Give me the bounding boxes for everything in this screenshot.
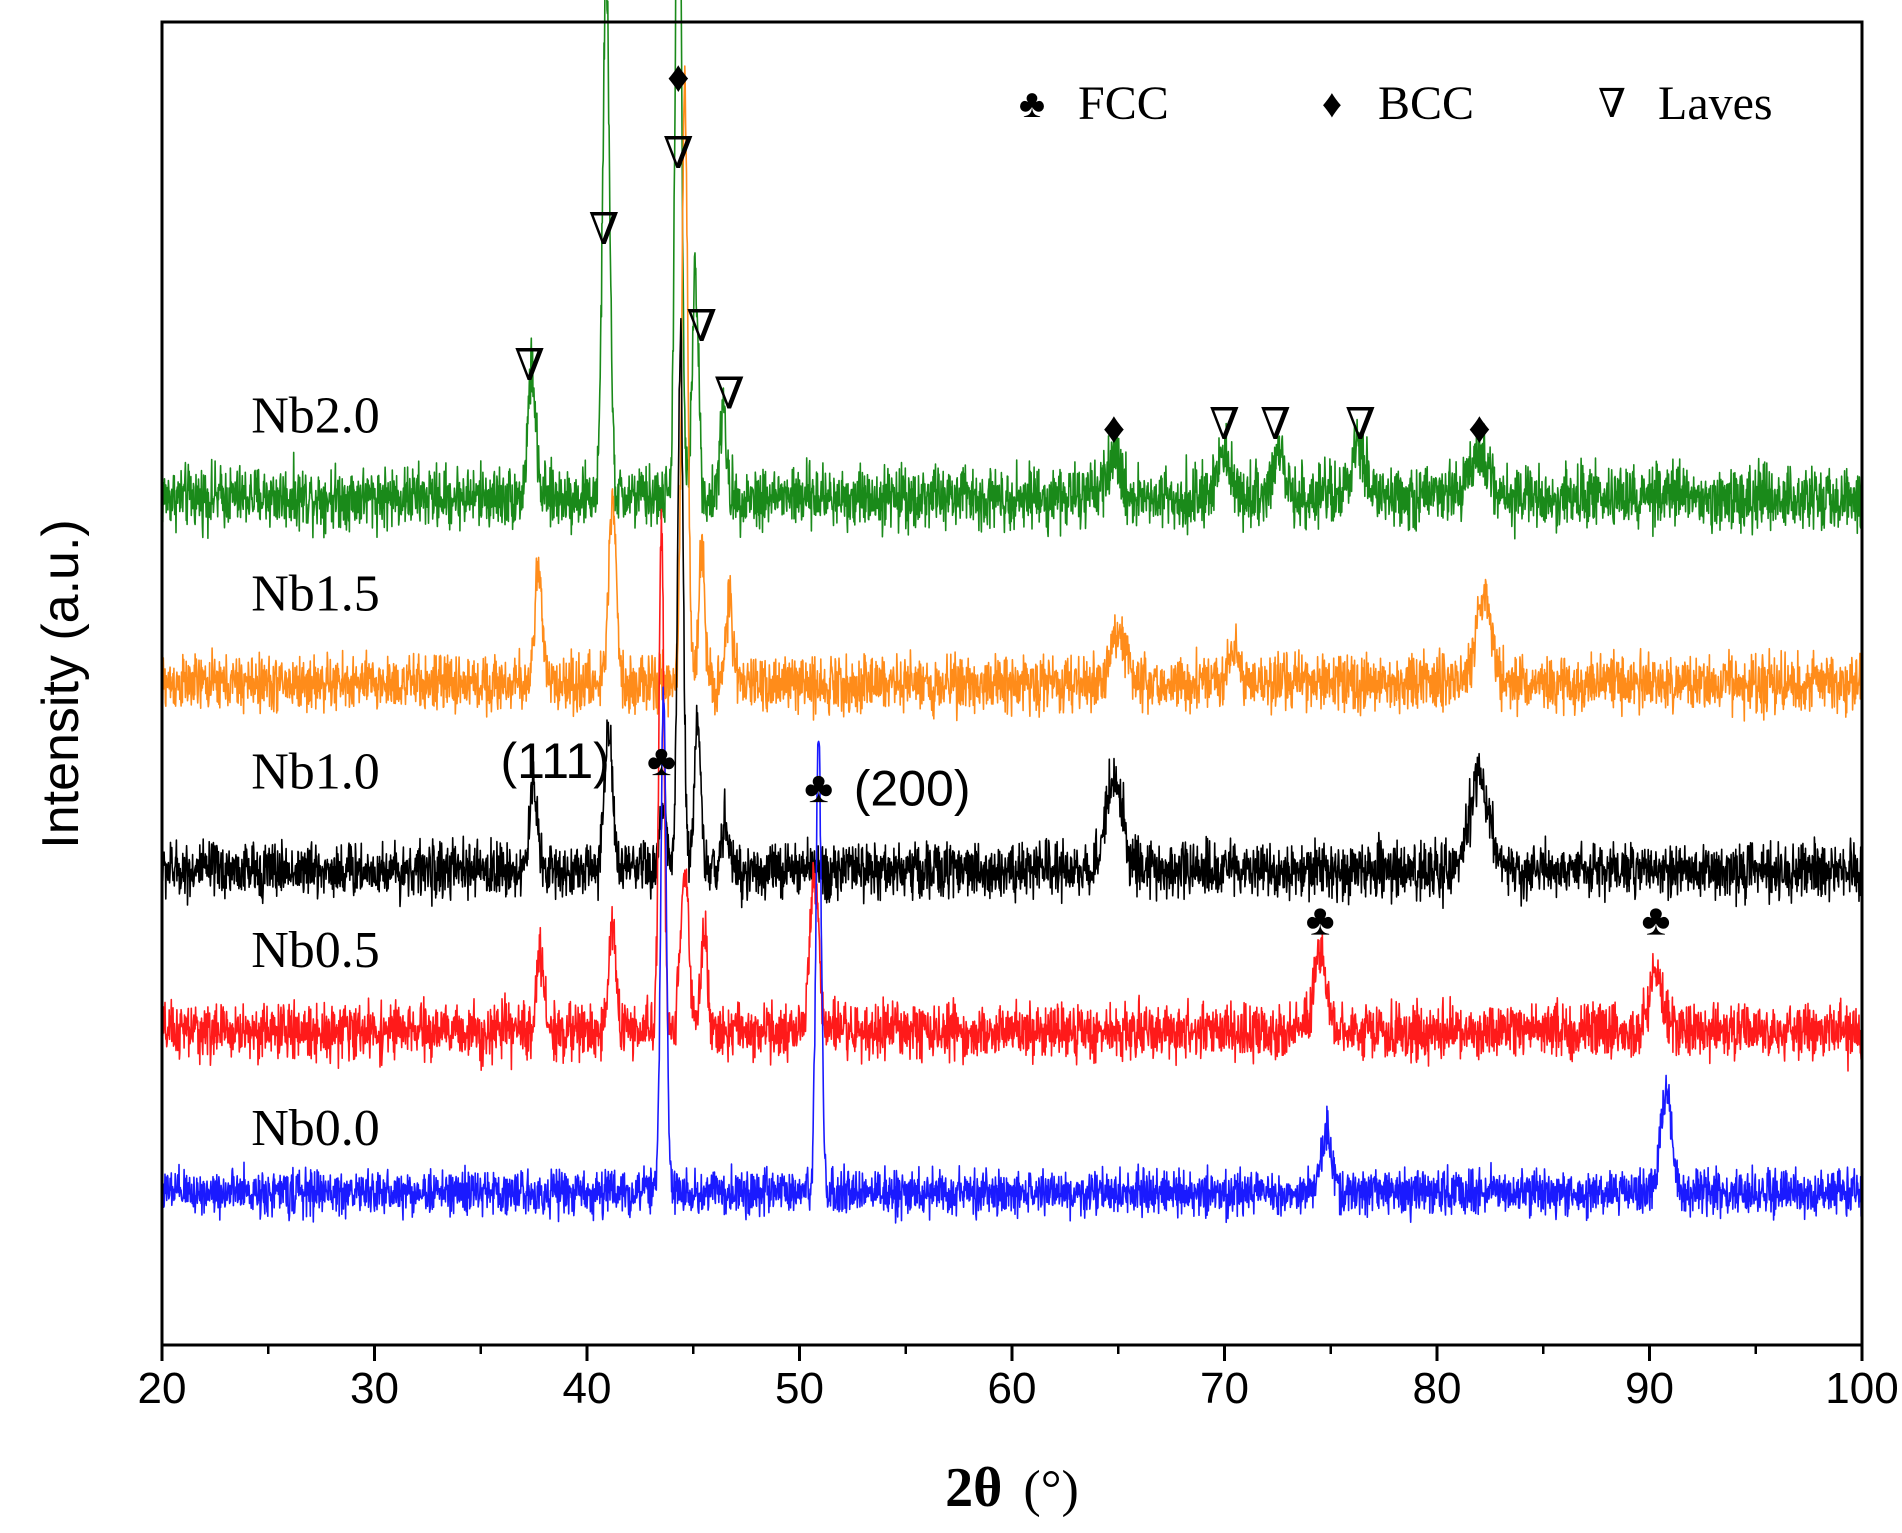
- peak-marker-bcc: ♦: [1468, 404, 1490, 453]
- peak-marker-laves: ∇: [589, 205, 620, 254]
- x-tick-label: 90: [1625, 1364, 1674, 1413]
- legend-symbol-bcc: ♦: [1322, 81, 1342, 126]
- peak-marker-fcc: ♣: [1641, 895, 1670, 944]
- peak-marker-laves: ∇: [714, 370, 745, 419]
- peak-marker-laves: ∇: [663, 129, 694, 178]
- peak-marker-fcc: ♣: [1306, 895, 1335, 944]
- peak-marker-laves: ∇: [1209, 400, 1240, 449]
- legend-label-fcc: FCC: [1078, 77, 1169, 130]
- series-line-nb0-5: [161, 508, 1863, 1072]
- peak-marker-fcc: ♣: [647, 736, 676, 785]
- x-ticks: 20 30 40 50 60 70 80 90 100: [138, 1345, 1899, 1413]
- legend: ♣ FCC ♦ BCC ∇ Laves: [1019, 77, 1773, 130]
- peak-marker-bcc: ♦: [667, 52, 689, 101]
- x-tick-label: 50: [775, 1364, 824, 1413]
- x-tick-label: 40: [563, 1364, 612, 1413]
- peak-marker-laves: ∇: [514, 341, 545, 390]
- peak-marker-bcc: ♦: [1103, 404, 1125, 453]
- x-axis-label-unit: (°): [1023, 1461, 1078, 1518]
- peak-marker-laves: ∇: [686, 302, 717, 351]
- peak-marker-fcc: ♣: [804, 763, 833, 812]
- series-line-nb1-0: [161, 317, 1863, 910]
- x-axis-label-symbol: 2θ: [945, 1457, 1002, 1519]
- legend-label-laves: Laves: [1658, 77, 1773, 130]
- peak-marker-laves: ∇: [1345, 400, 1376, 449]
- x-tick-label: 80: [1413, 1364, 1462, 1413]
- series-label: Nb2.0: [251, 388, 380, 445]
- legend-symbol-fcc: ♣: [1019, 81, 1045, 126]
- peak-marker-laves: ∇: [1260, 400, 1291, 449]
- x-axis-label: 2θ (°): [945, 1457, 1079, 1519]
- x-tick-label: 30: [350, 1364, 399, 1413]
- series-label: Nb0.5: [251, 922, 380, 979]
- legend-label-bcc: BCC: [1378, 77, 1474, 130]
- series-line-nb2-0: [161, 0, 1863, 540]
- legend-symbol-laves: ∇: [1598, 81, 1626, 126]
- series-line-nb0-0: [161, 686, 1863, 1224]
- x-tick-label: 70: [1200, 1364, 1249, 1413]
- series-line-nb1-5: [161, 65, 1863, 722]
- x-tick-label: 100: [1825, 1364, 1898, 1413]
- series-label: Nb1.0: [251, 744, 380, 801]
- series-label: Nb1.5: [251, 566, 380, 623]
- x-tick-label: 60: [988, 1364, 1037, 1413]
- miller-index-label: (111): [500, 733, 609, 789]
- series-label: Nb0.0: [251, 1100, 380, 1157]
- x-tick-label: 20: [138, 1364, 187, 1413]
- series-layer: [161, 0, 1863, 1224]
- miller-index-label: (200): [854, 760, 971, 816]
- y-axis-label: Intensity (a.u.): [32, 519, 90, 848]
- annotation-layer: Nb2.0 Nb1.5 Nb1.0 Nb0.5 Nb0.0 ♦ ∇ ∇ ∇ ∇ ∇ ♦ ∇ ∇ ∇ ♦ (111…: [251, 52, 1670, 1156]
